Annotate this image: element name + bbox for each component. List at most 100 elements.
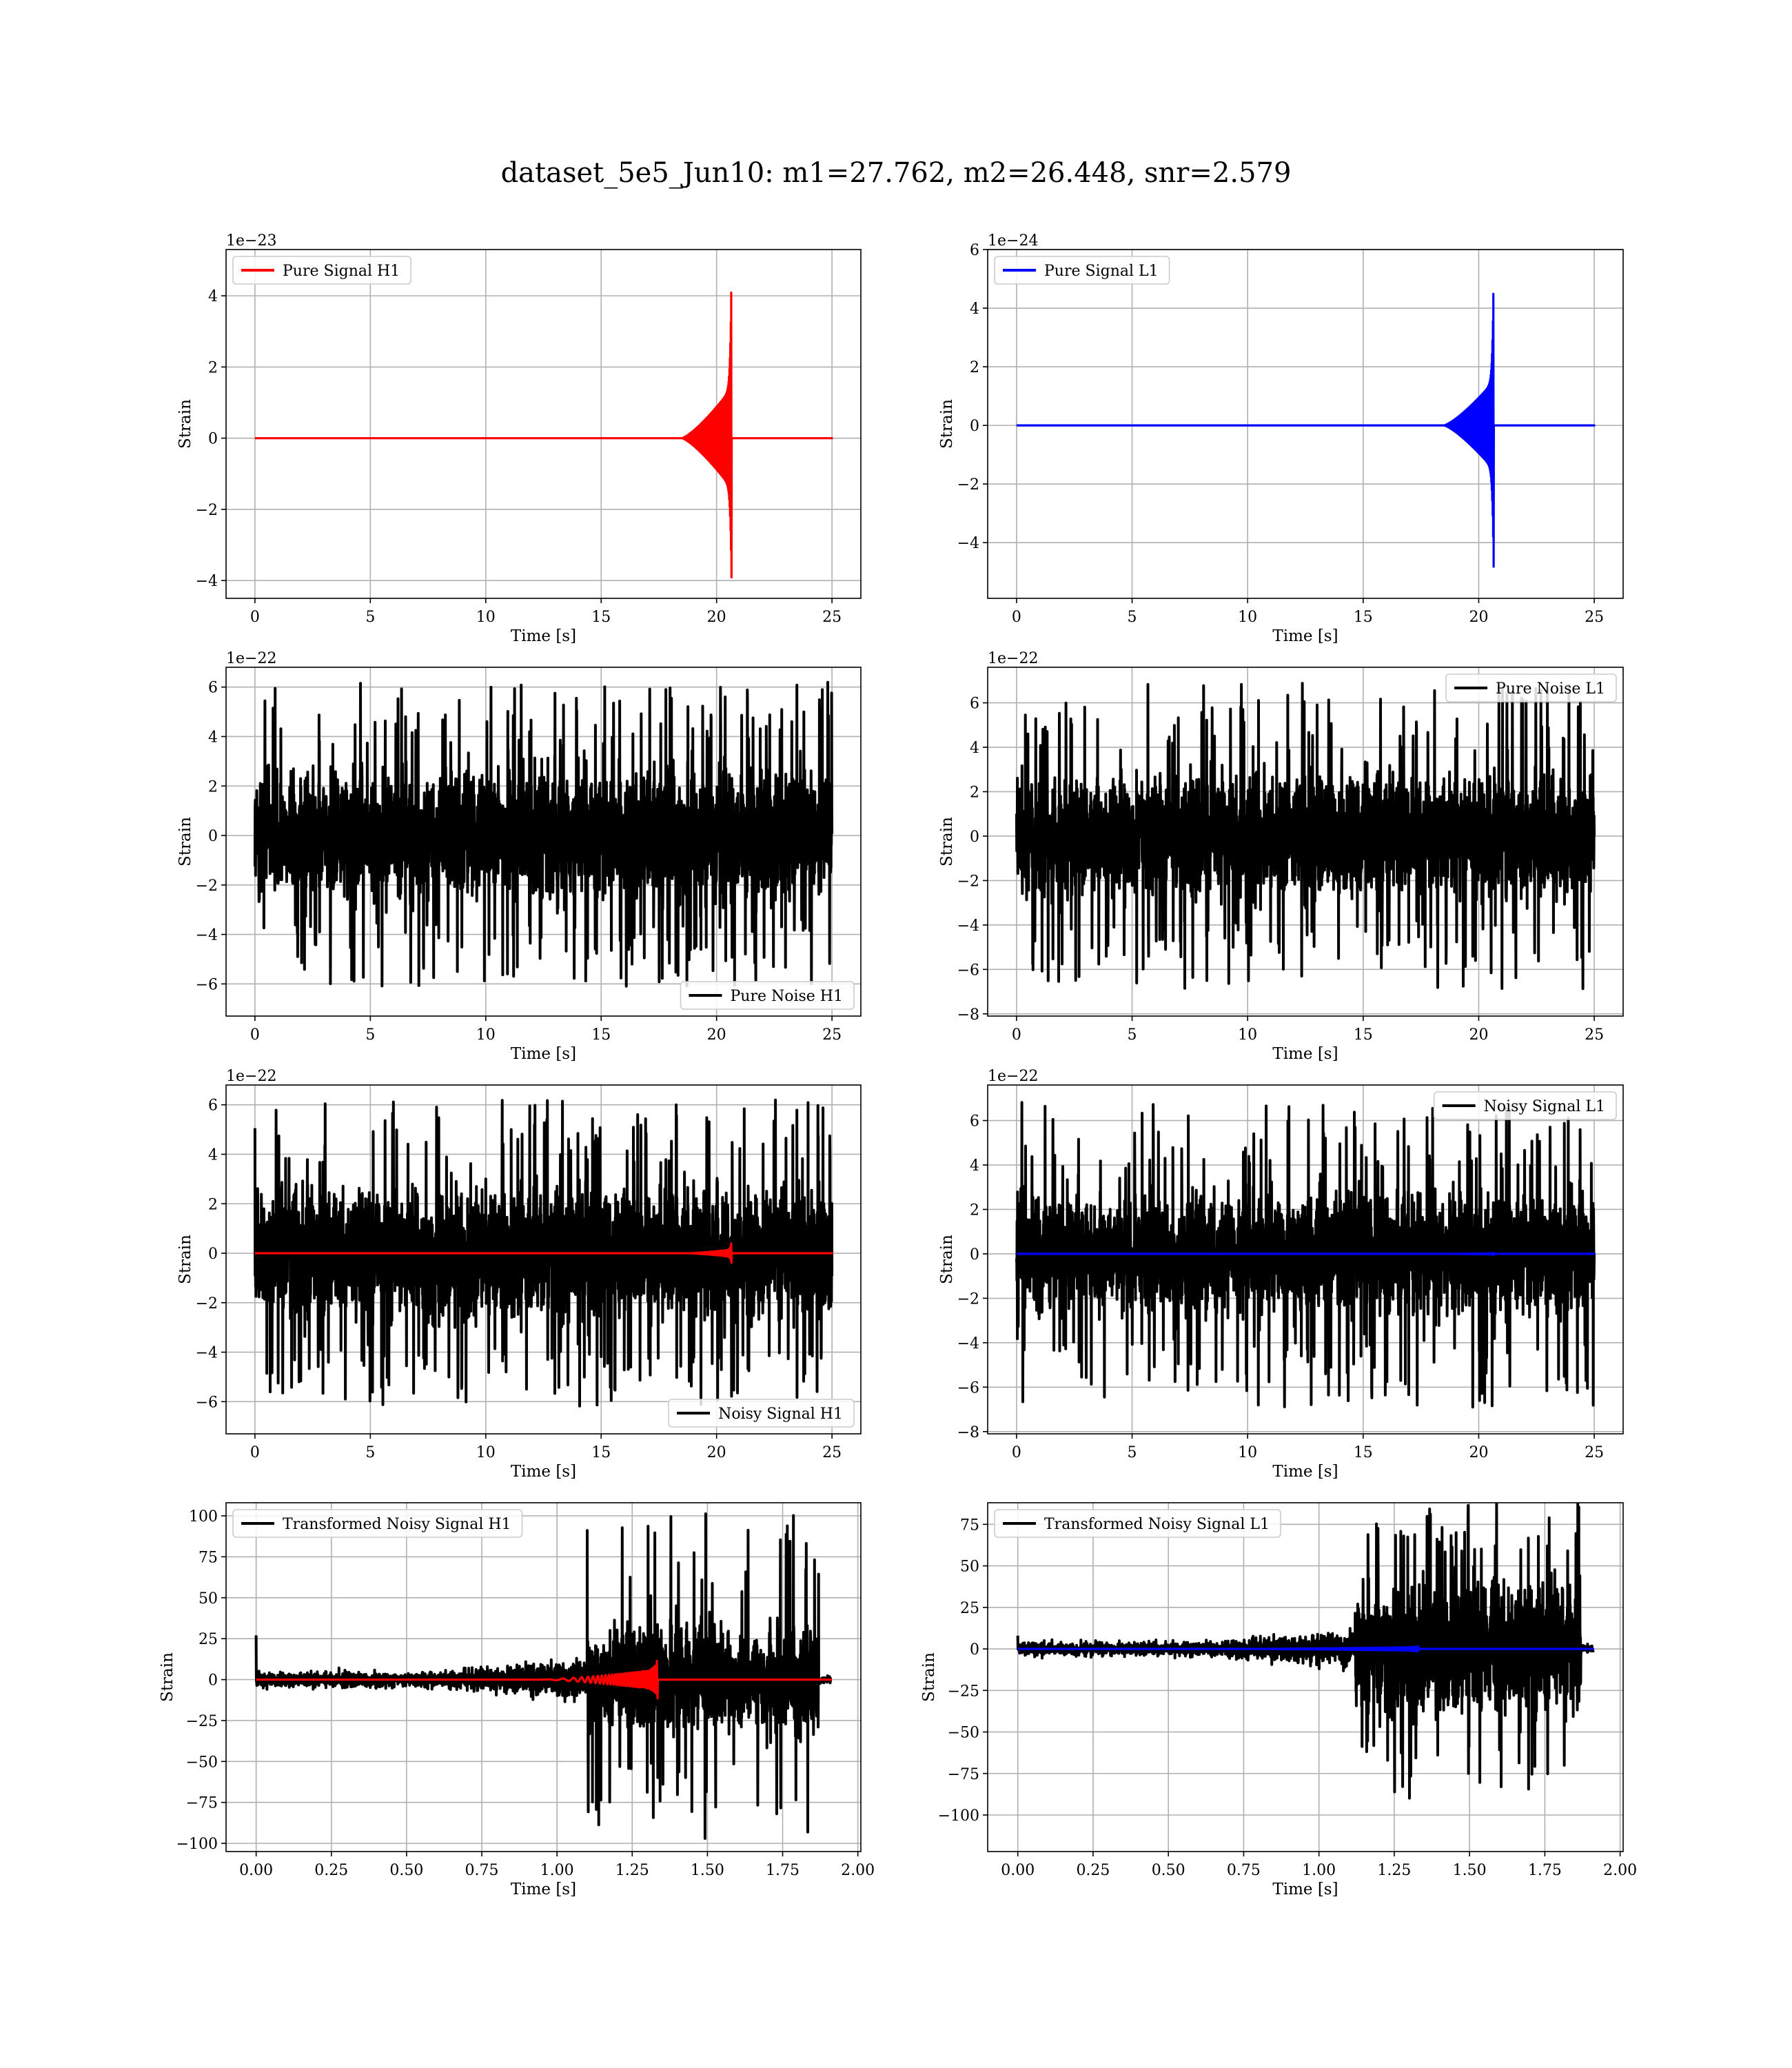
x-tick-label: 15	[1354, 1444, 1373, 1461]
x-tick-label: 5	[1128, 1026, 1137, 1044]
x-tick-label: 15	[591, 609, 611, 626]
plot-area	[1015, 292, 1596, 568]
y-tick-label: 6	[970, 242, 979, 259]
legend-label: Pure Signal H1	[283, 263, 400, 280]
x-axis-label: Time [s]	[1272, 627, 1338, 645]
axes-frame	[987, 667, 1624, 1017]
x-tick-label: 1.75	[1528, 1862, 1562, 1879]
y-tick-label: 0	[208, 828, 218, 845]
y-axis-label: Strain	[176, 1235, 194, 1284]
y-axis-label: Strain	[176, 399, 194, 449]
legend-label: Transformed Noisy Signal H1	[283, 1516, 511, 1533]
series-line-1	[255, 1659, 832, 1700]
y-tick-label: 2	[970, 359, 979, 376]
x-tick-label: 1.25	[615, 1862, 649, 1879]
x-tick-label: 1.00	[540, 1862, 574, 1879]
x-tick-label: 20	[1469, 1026, 1488, 1044]
legend: Pure Signal L1	[994, 256, 1170, 285]
plot-area	[253, 680, 834, 988]
x-tick-label: 15	[591, 1026, 611, 1044]
axes-frame	[225, 249, 862, 599]
y-tick-label: 0	[970, 829, 979, 846]
series-line-0	[1015, 682, 1596, 991]
x-tick-label: 5	[1128, 609, 1137, 626]
x-tick-label: 0.00	[239, 1862, 273, 1879]
y-tick-label: −6	[196, 1394, 218, 1411]
axes-frame	[987, 1084, 1624, 1435]
chart-pure-signal-h1: 0 5 10 15 20 25 −4 −2 0 2 4 Time [s] Strain 1e−23 Pure…	[176, 232, 862, 645]
series-line-0	[253, 680, 834, 988]
y-tick-label: 6	[970, 1113, 979, 1131]
y-tick-label: −50	[948, 1725, 979, 1742]
x-tick-label: 10	[476, 1444, 496, 1461]
x-tick-label: 2.00	[1603, 1862, 1637, 1879]
legend-box	[994, 1509, 1281, 1538]
series-line-0	[254, 292, 833, 579]
x-tick-label: 15	[1354, 1026, 1373, 1044]
chart-noisy-signal-h1: 0 5 10 15 20 25 −6 −4 −2 0 2 4 6 Time [s] Strain 1e−22 N…	[176, 1068, 862, 1481]
y-tick-label: −8	[957, 1424, 979, 1441]
y-tick-label: 4	[208, 1146, 218, 1164]
y-tick-label: −2	[196, 878, 218, 895]
chart-pure-signal-l1: 0 5 10 15 20 25 −4 −2 0 2 4 6 Time [s] Strain 1e−24 Pur…	[938, 232, 1624, 645]
x-tick-label: 25	[1585, 609, 1604, 626]
legend-box	[1445, 673, 1617, 702]
chart-noisy-signal-l1: 0 5 10 15 20 25 −8 −6 −4 −2 0 2 4 6 Time [s] Strain 1e−2…	[938, 1068, 1624, 1481]
y-offset-text: 1e−22	[226, 1068, 276, 1085]
x-tick-label: 10	[476, 609, 496, 626]
x-tick-label: 25	[822, 1444, 842, 1461]
y-tick-label: −4	[957, 535, 979, 552]
y-axis-label: Strain	[159, 1652, 176, 1702]
y-tick-label: 50	[198, 1590, 218, 1608]
y-tick-label: 0	[208, 1672, 218, 1690]
y-tick-label: 2	[208, 778, 218, 795]
y-tick-label: −8	[957, 1006, 979, 1024]
plot-area	[1016, 1503, 1595, 1800]
x-tick-label: 25	[822, 1026, 842, 1044]
y-tick-label: −100	[938, 1807, 979, 1825]
chart-pure-noise-h1: 0 5 10 15 20 25 −6 −4 −2 0 2 4 6 Time [s] Strain 1e−22 P…	[176, 650, 862, 1063]
x-tick-label: 1.75	[766, 1862, 800, 1879]
y-offset-text: 1e−22	[988, 1068, 1038, 1085]
legend-label: Transformed Noisy Signal L1	[1044, 1516, 1270, 1533]
figure-title: dataset_5e5_Jun10: m1=27.762, m2=26.448,…	[500, 157, 1292, 189]
x-tick-label: 25	[822, 609, 842, 626]
legend: Pure Signal H1	[232, 256, 412, 285]
legend-box	[1433, 1091, 1617, 1120]
legend-label: Noisy Signal L1	[1484, 1098, 1605, 1115]
x-tick-label: 0.00	[1001, 1862, 1035, 1879]
x-tick-label: 20	[1469, 609, 1488, 626]
axes-frame	[225, 1084, 862, 1435]
series-line-0	[253, 1098, 834, 1408]
x-axis-label: Time [s]	[511, 1881, 576, 1898]
x-tick-label: 20	[707, 609, 726, 626]
series-line-0	[254, 1512, 833, 1840]
plot-area	[254, 1512, 833, 1840]
y-tick-label: 4	[970, 301, 979, 318]
y-tick-label: −4	[196, 1345, 218, 1362]
x-tick-label: 0.25	[314, 1862, 348, 1879]
y-tick-label: −75	[186, 1795, 218, 1812]
y-tick-label: −4	[196, 573, 218, 590]
y-tick-label: −4	[957, 1335, 979, 1352]
y-tick-label: 25	[960, 1600, 979, 1617]
y-offset-text: 1e−23	[226, 232, 276, 250]
y-tick-label: −2	[957, 1290, 979, 1308]
x-tick-label: 0.75	[465, 1862, 499, 1879]
series-line-0	[1015, 292, 1596, 568]
y-tick-label: 4	[208, 288, 218, 305]
x-tick-label: 25	[1585, 1444, 1604, 1461]
y-offset-text: 1e−22	[988, 650, 1038, 667]
y-axis-label: Strain	[920, 1652, 938, 1702]
x-tick-label: 0	[1012, 609, 1021, 626]
y-tick-label: −100	[176, 1836, 218, 1853]
legend: Pure Noise L1	[1445, 673, 1617, 702]
axes-frame	[987, 1502, 1624, 1852]
plot-area	[253, 1098, 834, 1408]
y-tick-label: −2	[957, 873, 979, 890]
legend-box	[232, 256, 412, 285]
y-tick-label: 75	[960, 1517, 979, 1534]
y-offset-text: 1e−24	[988, 232, 1038, 250]
legend-label: Pure Noise H1	[730, 988, 843, 1005]
